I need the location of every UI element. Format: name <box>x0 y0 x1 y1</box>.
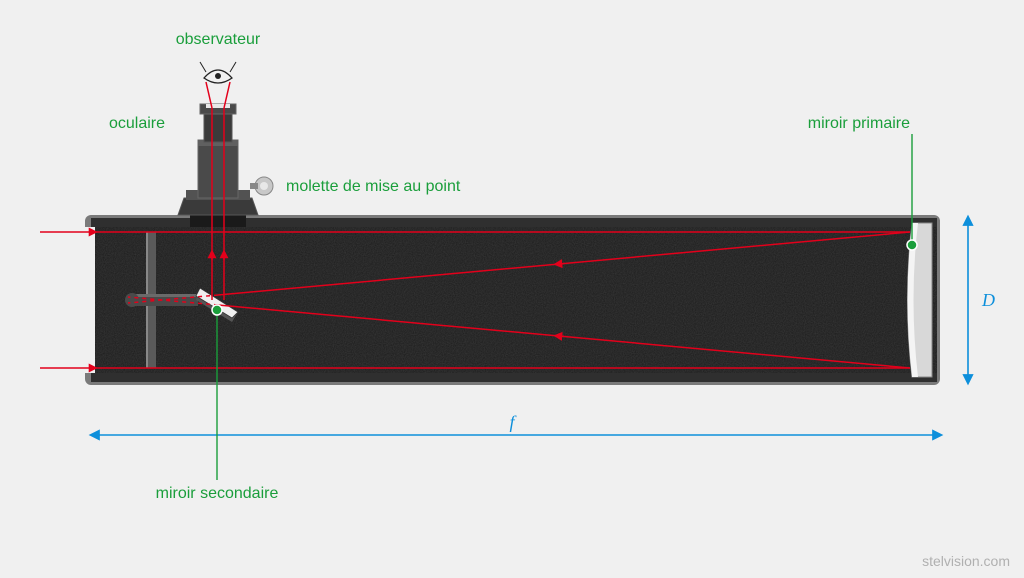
marker-dot-icon <box>907 240 917 250</box>
dim-diameter-label: D <box>981 290 995 310</box>
label-observer: observateur <box>176 31 261 48</box>
marker-dot-icon <box>212 305 222 315</box>
label-eyepiece: oculaire <box>109 115 165 132</box>
label-focus-knob: molette de mise au point <box>286 178 461 195</box>
label-primary-mirror: miroir primaire <box>808 115 910 132</box>
eyepiece <box>200 104 236 142</box>
credit-text: stelvision.com <box>922 553 1010 569</box>
label-secondary-mirror: miroir secondaire <box>156 485 279 502</box>
